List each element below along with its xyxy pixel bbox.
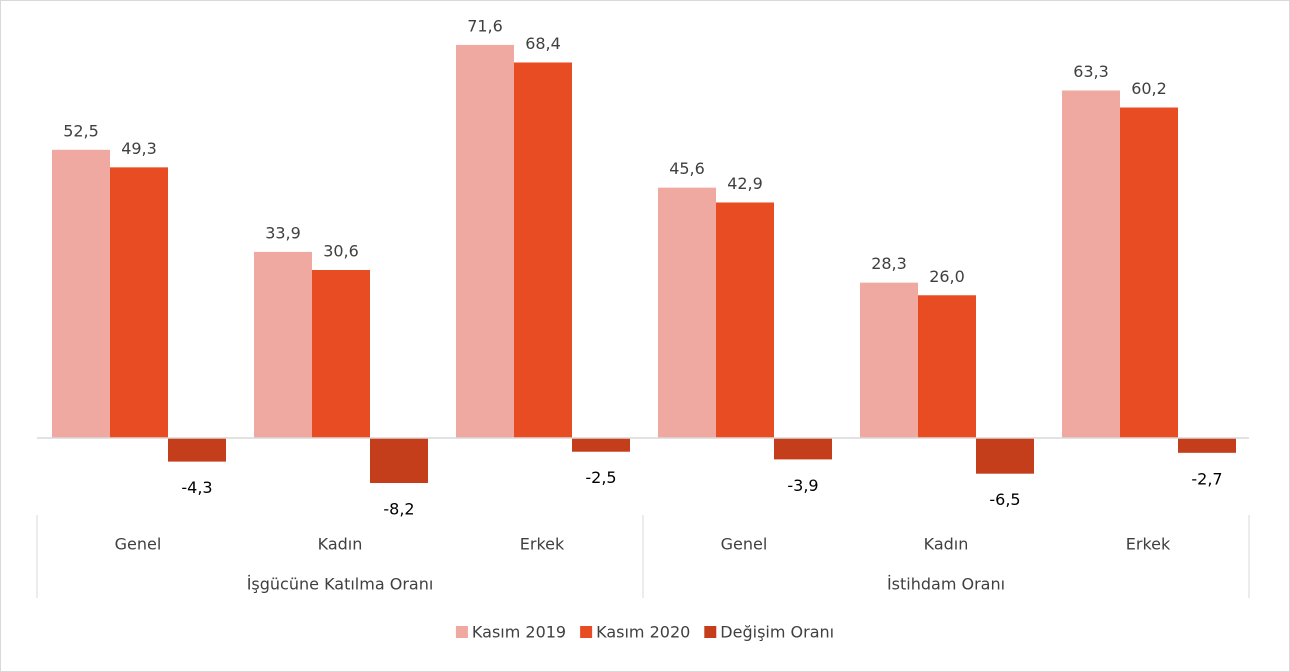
x-tick-label: Genel: [115, 535, 162, 554]
x-tick-label: Kadın: [924, 535, 969, 554]
bar: [716, 202, 774, 438]
bar: [1120, 107, 1178, 438]
bar: [918, 295, 976, 438]
legend-swatch: [455, 626, 468, 638]
data-label: 71,6: [467, 16, 503, 35]
group-label: İstihdam Oranı: [887, 575, 1005, 594]
bar: [254, 251, 312, 438]
legend-swatch: [580, 626, 593, 638]
bar: [456, 44, 514, 438]
data-label: 42,9: [727, 174, 763, 193]
data-label: -3,9: [787, 476, 818, 495]
data-label: 52,5: [63, 121, 99, 140]
data-label: 60,2: [1131, 79, 1167, 98]
bar: [658, 187, 716, 438]
data-label: 45,6: [669, 159, 705, 178]
x-tick-label: Kadın: [318, 535, 363, 554]
data-label: -2,7: [1191, 469, 1222, 488]
bar: [312, 270, 370, 438]
data-label: 68,4: [525, 34, 561, 53]
bar: [110, 167, 168, 438]
bar: [514, 62, 572, 438]
data-label: 26,0: [929, 267, 965, 286]
bar: [860, 282, 918, 438]
bar: [52, 149, 110, 438]
data-label: 63,3: [1073, 62, 1109, 81]
legend-swatch: [704, 626, 717, 638]
data-label: -4,3: [181, 478, 212, 497]
bar: [370, 438, 428, 484]
data-label: 49,3: [121, 139, 157, 158]
data-label: -8,2: [383, 500, 414, 519]
data-label: -6,5: [989, 490, 1020, 509]
x-tick-label: Erkek: [1126, 535, 1171, 554]
data-label: 30,6: [323, 242, 359, 261]
legend-label: Kasım 2019: [472, 623, 566, 642]
data-label: 28,3: [871, 254, 907, 273]
bar: [1062, 90, 1120, 438]
data-label: 33,9: [265, 223, 301, 242]
legend-label: Kasım 2020: [596, 623, 690, 642]
group-label: İşgücüne Katılma Oranı: [247, 575, 434, 594]
bar: [774, 438, 832, 460]
data-label: -2,5: [585, 468, 616, 487]
bar: [168, 438, 226, 462]
x-tick-label: Erkek: [520, 535, 565, 554]
bar: [1178, 438, 1236, 453]
bar: [976, 438, 1034, 474]
bar: [572, 438, 630, 452]
x-tick-label: Genel: [721, 535, 768, 554]
legend-label: Değişim Oranı: [720, 623, 834, 642]
